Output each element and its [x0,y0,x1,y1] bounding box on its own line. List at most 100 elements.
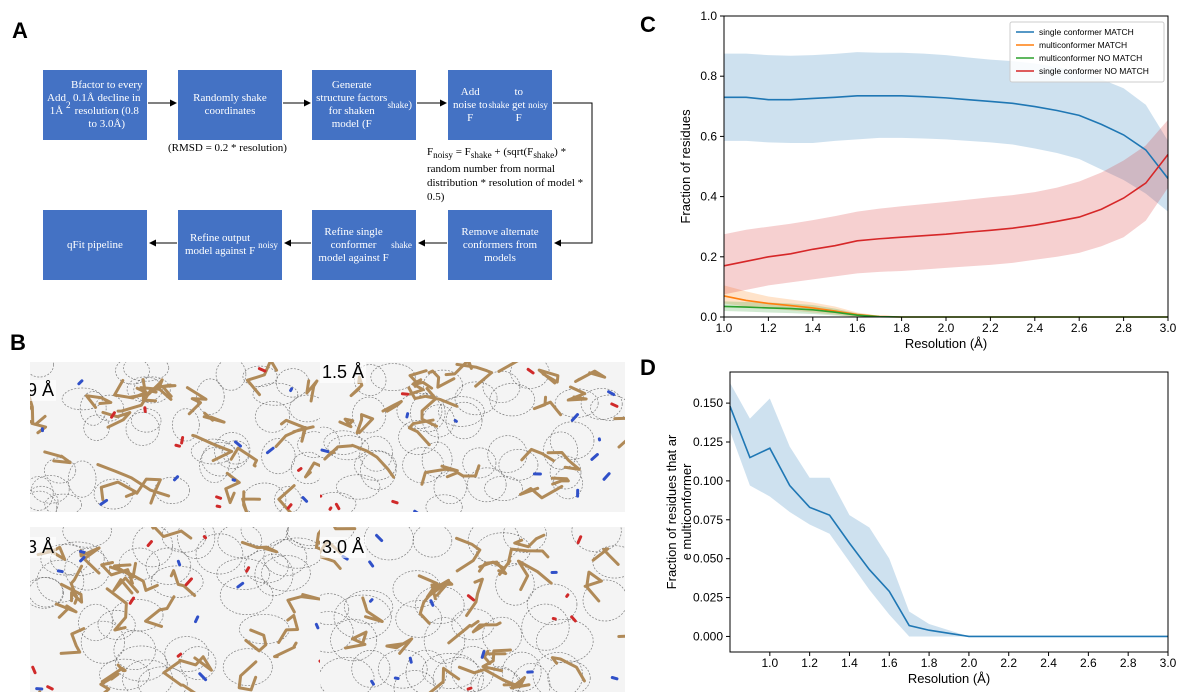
density-blob [320,593,350,626]
density-blob [164,636,210,673]
atom-stick [471,621,502,634]
hetero-atom-stick [215,504,222,509]
atom-stick [69,564,84,605]
hetero-atom-stick [79,555,86,563]
hetero-atom-stick [370,679,375,686]
atom-stick [100,663,127,684]
hetero-atom-stick [570,413,580,422]
atom-stick [385,637,414,655]
density-blob [354,450,397,481]
atom-stick [305,379,319,403]
x-axis-label: Resolution (Å) [908,671,990,686]
x-tick-label: 1.2 [801,656,818,670]
legend-box [1009,21,1165,83]
density-blob [323,430,363,455]
density-blob [78,603,114,642]
hetero-atom-stick [176,559,182,567]
hetero-atom-stick [526,367,535,375]
x-tick-label: 2.6 [1071,321,1088,335]
density-blob [50,541,105,576]
hetero-atom-stick [257,367,267,373]
hetero-atom-stick [565,593,570,598]
atom-stick [279,418,308,443]
atom-stick [455,536,482,573]
chart-c-fraction-of-residues: 1.0 1.2 1.4 1.6 1.8 2.0 2.2 2.4 2.6 2.8 3.0 0.0 0.2 0… [678,9,1177,351]
atom-stick [447,619,480,645]
atom-stick [407,386,459,408]
hetero-atom-stick [46,685,54,691]
atom-stick [112,576,140,595]
density-blob [271,537,320,569]
x-tick-label: 2.2 [1000,656,1017,670]
hetero-atom-stick [180,436,185,445]
density-blob [214,432,251,469]
hetero-atom-stick [610,402,619,408]
hetero-atom-stick [590,453,599,461]
atom-stick [304,461,320,479]
y-tick-label: 0.4 [700,190,717,204]
hetero-atom-stick [173,475,180,482]
density-blob [30,577,64,609]
hetero-atom-stick [466,594,476,602]
hetero-atom-stick [202,535,207,540]
hetero-atom-stick [607,390,616,397]
y-axis-label: Fraction of residues [678,109,693,224]
map-background [320,362,625,512]
atom-stick [407,418,435,447]
panel-label-d: D [640,355,656,380]
hetero-atom-stick [174,443,182,448]
atom-stick [30,394,35,424]
atom-stick [79,546,101,575]
atom-stick [178,655,213,672]
density-blob [462,447,497,479]
atom-stick [191,433,234,463]
x-tick-label: 1.8 [893,321,910,335]
atom-stick [129,384,177,399]
y-tick-label: 0.8 [700,69,717,83]
density-blob [219,575,274,615]
flow-box-shake: Randomly shake coordinates [178,70,282,140]
atom-stick [338,417,355,429]
density-blob [467,467,507,503]
hetero-atom-stick [466,686,473,691]
density-blob [590,394,625,421]
hetero-atom-stick [289,387,294,393]
density-blob [196,378,225,415]
x-axis-label: Resolution (Å) [905,336,987,351]
atom-stick [591,547,620,566]
x-tick-label: 2.0 [961,656,978,670]
atom-stick [583,570,603,603]
atom-stick [506,547,550,566]
density-blob [412,527,453,558]
hetero-atom-stick [128,596,136,605]
density-blob [580,388,623,420]
density-blob [354,364,387,396]
hetero-atom-stick [236,581,245,589]
atom-stick [202,411,226,424]
atom-stick [427,369,456,389]
y-tick-label: 0.050 [693,552,723,566]
hetero-atom-stick [198,672,208,682]
hetero-atom-stick [576,535,583,545]
map-label: 3.0 Å [320,537,367,558]
density-blob [359,435,393,472]
density-blob [370,363,416,392]
hetero-atom-stick [110,411,116,419]
x-tick-label: 2.0 [938,321,955,335]
atom-stick [54,602,78,619]
atom-stick [237,660,258,692]
confidence-band [724,285,1168,317]
density-blob [421,441,453,478]
density-blob [201,442,240,477]
density-blob [126,376,163,403]
density-blob [343,589,394,625]
map-label: 0.9 Å [30,380,57,401]
atom-stick [550,476,570,486]
hetero-atom-stick [413,509,419,512]
legend-entry: multiconformer MATCH [1039,40,1127,50]
density-blob [263,538,308,577]
density-map-3-0: 3.0 Å [320,527,625,692]
rmsd-note: (RMSD = 0.2 * resolution) [168,142,287,154]
atom-stick [420,464,459,486]
